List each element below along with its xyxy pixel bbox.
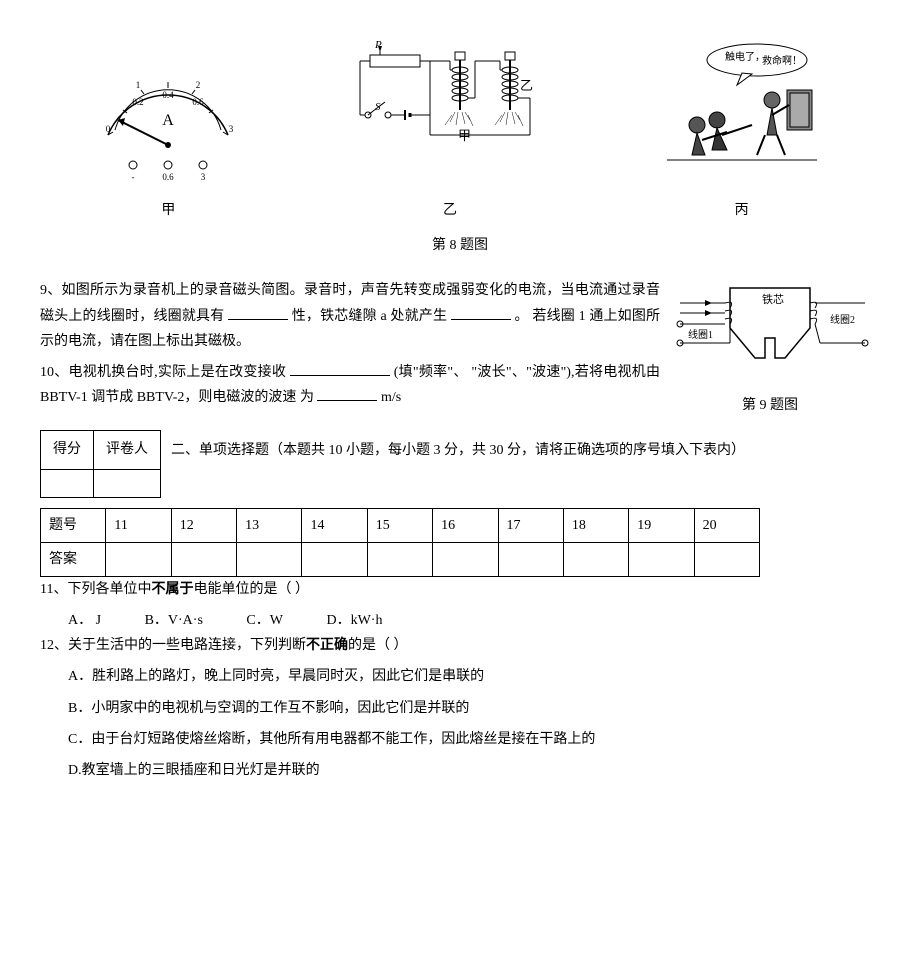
answer-cell[interactable] [106,542,171,576]
svg-text:3: 3 [229,124,234,134]
answer-table-row-answers: 答案 [41,542,760,576]
q9-blank-2[interactable] [451,304,511,320]
svg-text:0: 0 [106,124,111,134]
figure-cartoon: 触电了， 救命啊！ 丙 [657,40,827,223]
q11-optA: A． J [68,608,101,633]
score-table: 得分 评卷人 [40,430,161,497]
answer-cell[interactable] [629,542,694,576]
q11-stem-2: 电能单位的是（ ） [193,582,309,597]
answer-cell[interactable] [433,542,498,576]
q12-stem-2: 的是（ ） [348,638,408,653]
q10-text-4: 为 [300,390,314,405]
svg-text:3: 3 [201,172,206,182]
answer-table: 题号 11 12 13 14 15 16 17 18 19 20 答案 [40,508,760,577]
q11-stem-1: 11、下列各单位中 [40,582,151,597]
q9-svg: 铁芯 线圈1 [670,278,870,388]
q11-options: A． J B．V·A·s C．W D．kW·h [40,608,880,633]
q11-optD: D．kW·h [326,608,382,633]
q12-stem: 12、关于生活中的一些电路连接，下列判断不正确的是（ ） [40,633,880,658]
q12-options: A．胜利路上的路灯，晚上同时亮，早晨同时灭，因此它们是串联的 B．小明家中的电视… [40,664,880,783]
q12-optD: D.教室墙上的三眼插座和日光灯是并联的 [40,758,880,783]
q11-optC: C．W [246,608,283,633]
q10-blank-1[interactable] [290,360,390,376]
q9-text-2: 性，铁芯缝隙 a 处就产生 [292,309,447,324]
answer-num: 12 [171,508,236,542]
answer-num: 20 [694,508,759,542]
answer-num: 18 [563,508,628,542]
q12-stem-bold: 不正确 [306,638,348,653]
svg-text:0.4: 0.4 [163,90,175,100]
score-cell-1[interactable] [41,469,94,497]
cartoon-svg: 触电了， 救命啊！ [657,40,827,190]
answer-row2-label: 答案 [41,542,106,576]
circuit-svg: P S [350,40,550,190]
score-header-2: 评卷人 [94,431,161,469]
q10-text-1: 10、电视机换台时,实际上是在改变接收 [40,365,286,380]
q12-stem-1: 12、关于生活中的一些电路连接，下列判断 [40,638,306,653]
q12-optC: C．由于台灯短路使熔丝熔断，其他所有用电器都不能工作，因此熔丝是接在干路上的 [40,727,880,752]
answer-num: 14 [302,508,367,542]
answer-num: 13 [237,508,302,542]
svg-text:救命啊！: 救命啊！ [762,54,802,67]
q10-text-2: (填"频率"、 [394,365,468,380]
answer-num: 19 [629,508,694,542]
figure-label-yi: 乙 [443,198,457,223]
answer-cell[interactable] [302,542,367,576]
answer-num: 15 [367,508,432,542]
answer-cell[interactable] [367,542,432,576]
svg-text:1: 1 [136,80,141,90]
answer-cell[interactable] [237,542,302,576]
answer-cell[interactable] [171,542,236,576]
q10-unit: m/s [381,390,401,405]
q11-optB: B．V·A·s [145,608,203,633]
q10-blank-2[interactable] [317,385,377,401]
answer-num: 16 [433,508,498,542]
caption-q8: 第 8 题图 [40,233,880,258]
q9-text-3: 。 [515,309,529,324]
svg-text:0.6: 0.6 [193,97,205,107]
svg-text:触电了，: 触电了， [725,50,765,63]
figure-ammeter: 0 1 2 3 0.2 0.4 0.6 A [93,60,243,223]
answer-num: 17 [498,508,563,542]
svg-text:铁芯: 铁芯 [762,292,784,306]
caption-q9: 第 9 题图 [742,393,798,418]
answer-cell[interactable] [563,542,628,576]
q11-stem: 11、下列各单位中不属于电能单位的是（ ） [40,577,880,602]
answer-cell[interactable] [694,542,759,576]
ammeter-svg: 0 1 2 3 0.2 0.4 0.6 A [93,60,243,190]
figures-row: 0 1 2 3 0.2 0.4 0.6 A [40,40,880,223]
svg-text:A: A [163,112,175,129]
q12-optA: A．胜利路上的路灯，晚上同时亮，早晨同时灭，因此它们是串联的 [40,664,880,689]
score-header-1: 得分 [41,431,94,469]
svg-text:0.2: 0.2 [133,97,144,107]
answer-num: 11 [106,508,171,542]
figure-label-bing: 丙 [735,198,749,223]
svg-text:线圈2: 线圈2 [830,313,855,326]
answer-cell[interactable] [498,542,563,576]
answer-row1-label: 题号 [41,508,106,542]
section2-title: 二、单项选择题（本题共 10 小题，每小题 3 分，共 30 分，请将正确选项的… [40,430,880,463]
svg-text:线圈1: 线圈1 [688,328,713,341]
q11-stem-bold: 不属于 [151,582,193,597]
svg-text:S: S [375,101,381,113]
score-cell-2[interactable] [94,469,161,497]
svg-text:P: P [374,40,382,51]
section2-header: 得分 评卷人 二、单项选择题（本题共 10 小题，每小题 3 分，共 30 分，… [40,430,880,497]
svg-text:2: 2 [196,80,201,90]
figure-label-jia: 甲 [161,198,175,223]
q9-figure: 铁芯 线圈1 [670,278,870,418]
figure-circuit: P S [350,40,550,223]
q9-blank-1[interactable] [228,304,288,320]
answer-table-row-header: 题号 11 12 13 14 15 16 17 18 19 20 [41,508,760,542]
svg-text:-: - [132,172,135,182]
svg-text:0.6: 0.6 [163,172,175,182]
q9-block: 铁芯 线圈1 [40,278,880,410]
q12-optB: B．小明家中的电视机与空调的工作互不影响，因此它们是并联的 [40,696,880,721]
svg-text:乙: 乙 [520,78,533,93]
